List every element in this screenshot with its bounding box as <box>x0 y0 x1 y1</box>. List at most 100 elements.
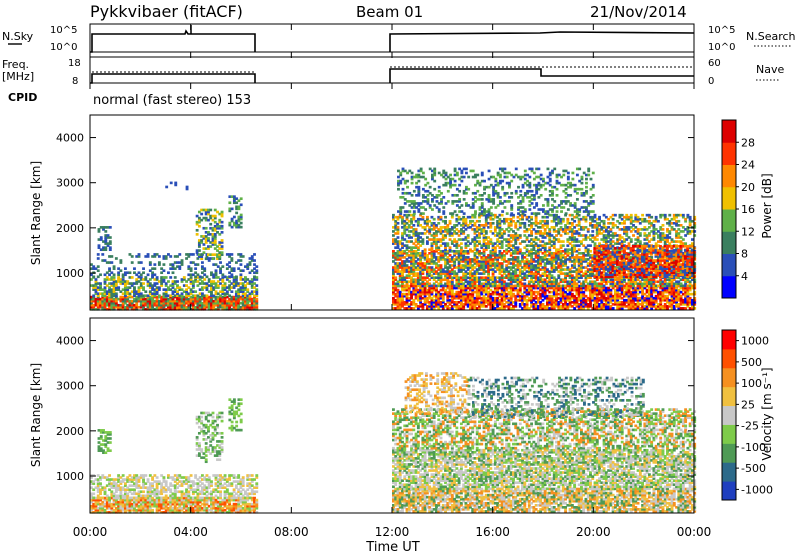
power-echo-cell <box>654 290 658 294</box>
power-echo-cell <box>209 245 213 248</box>
power-echo-cell <box>396 258 400 261</box>
power-echo-cell <box>435 256 438 259</box>
power-echo-cell <box>197 249 201 252</box>
power-echo-cell <box>459 305 463 308</box>
power-echo-cell <box>539 268 543 271</box>
power-echo-cell <box>516 282 520 286</box>
power-echo-cell <box>223 297 227 301</box>
power-echo-cell <box>241 288 245 291</box>
power-echo-cell <box>255 292 259 296</box>
power-echo-cell <box>155 297 159 301</box>
power-echo-cell <box>246 265 250 268</box>
power-echo-cell <box>636 296 640 300</box>
power-echo-cell <box>423 298 427 302</box>
power-echo-cell <box>153 292 157 296</box>
power-echo-cell <box>244 280 247 283</box>
power-echo-cell <box>521 256 524 259</box>
power-echo-cell <box>607 286 611 290</box>
power-echo-cell <box>496 292 500 296</box>
power-echo-cell <box>459 278 463 282</box>
power-echo-cell <box>430 256 434 259</box>
power-echo-cell <box>462 290 466 294</box>
power-echo-cell <box>482 270 486 273</box>
power-echo-cell <box>462 305 466 308</box>
power-echo-cell <box>212 299 216 303</box>
power-echo-cell <box>647 305 651 308</box>
power-echo-cell <box>239 221 243 225</box>
power-echo-cell <box>675 292 678 296</box>
power-echo-cell <box>550 258 554 261</box>
power-echo-cell <box>187 265 191 268</box>
power-echo-cell <box>496 258 500 261</box>
power-echo-cell <box>462 282 466 286</box>
power-echo-cell <box>498 284 502 288</box>
power-echo-cell <box>214 284 218 287</box>
power-echo-cell <box>441 298 445 302</box>
power-echo-cell <box>239 255 243 258</box>
power-echo-cell <box>632 292 635 296</box>
power-echo-cell <box>423 303 427 306</box>
power-echo-cell <box>509 266 513 269</box>
power-echo-cell <box>645 298 649 302</box>
power-echo-cell <box>198 288 202 291</box>
power-echo-cell <box>647 296 651 300</box>
power-echo-cell <box>169 284 173 287</box>
power-echo-cell <box>484 280 488 284</box>
power-echo-cell <box>104 226 108 229</box>
power-echo-cell <box>403 270 407 273</box>
power-echo-cell <box>430 270 434 273</box>
power-echo-cell <box>500 288 504 292</box>
power-echo-cell <box>157 286 161 289</box>
power-echo-cell <box>546 300 549 304</box>
power-echo-cell <box>203 301 207 305</box>
power-echo-cell <box>564 307 568 310</box>
power-echo-cell <box>661 307 665 310</box>
power-echo-cell <box>688 307 692 310</box>
power-echo-cell <box>498 270 502 273</box>
power-echo-cell <box>160 297 164 301</box>
power-echo-cell <box>401 303 404 306</box>
power-echo-cell <box>546 307 549 310</box>
power-echo-cell <box>446 274 450 277</box>
power-echo-cell <box>228 253 232 256</box>
power-echo-cell <box>146 273 150 277</box>
power-echo-cell <box>607 290 611 294</box>
power-echo-cell <box>448 270 452 273</box>
power-echo-cell <box>448 284 452 288</box>
power-echo-cell <box>600 303 604 306</box>
power-echo-cell <box>527 266 531 269</box>
power-echo-cell <box>392 249 395 253</box>
power-echo-cell <box>686 296 690 300</box>
power-echo-cell <box>239 301 243 305</box>
power-echo-cell <box>491 290 495 294</box>
power-echo-cell <box>407 270 411 273</box>
power-echo-cell <box>253 286 256 289</box>
power-echo-cell <box>453 251 457 255</box>
power-echo-cell <box>641 290 645 294</box>
power-echo-cell <box>609 298 613 302</box>
power-echo-cell <box>566 307 570 310</box>
power-echo-cell <box>185 295 188 299</box>
power-echo-cell <box>523 290 527 294</box>
power-echo-cell <box>430 249 434 253</box>
power-echo-cell <box>491 276 495 280</box>
power-echo-cell <box>195 249 199 252</box>
power-echo-cell <box>221 301 225 305</box>
power-echo-cell <box>92 284 96 287</box>
power-echo-cell <box>559 284 563 288</box>
power-echo-cell <box>543 251 547 255</box>
power-echo-cell <box>518 264 522 267</box>
power-echo-cell <box>105 303 109 307</box>
power-echo-cell <box>462 303 466 306</box>
power-echo-cell <box>194 301 198 305</box>
power-echo-cell <box>146 305 150 309</box>
power-echo-cell <box>505 260 509 263</box>
power-echo-cell <box>182 284 186 287</box>
power-echo-cell <box>94 284 98 287</box>
power-echo-cell <box>525 266 529 269</box>
power-echo-cell <box>607 292 611 296</box>
power-echo-cell <box>419 256 423 259</box>
power-echo-cell <box>392 274 395 277</box>
power-echo-cell <box>187 307 191 311</box>
power-echo-cell <box>541 278 545 282</box>
